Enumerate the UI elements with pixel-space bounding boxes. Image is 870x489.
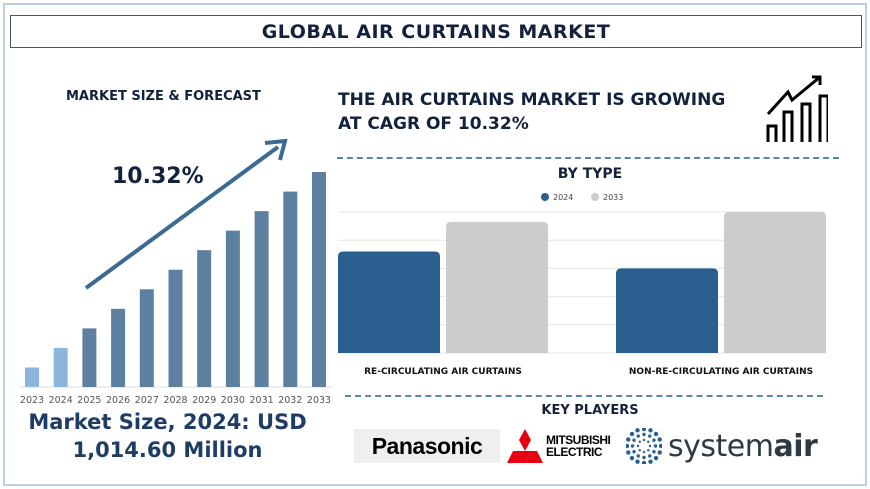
tick-label-2023: 2023	[20, 395, 44, 406]
dot	[642, 438, 646, 442]
dot	[648, 444, 652, 448]
dot	[653, 431, 659, 437]
dot	[657, 450, 662, 455]
bar-2031	[254, 211, 269, 387]
legend-label-2024: 2024	[553, 193, 573, 202]
by-type-chart: 2024 2033 RE-CIRCULATING AIR CURTAINS NON-R…	[338, 193, 826, 377]
market-size-line1: Market Size, 2024: USD	[28, 410, 307, 434]
mitsubishi-diamonds-icon	[507, 429, 543, 463]
divider-bottom	[345, 395, 823, 397]
bar-2032	[283, 191, 298, 387]
dot	[632, 438, 636, 442]
headline: THE AIR CURTAINS MARKET IS GROWING AT CA…	[338, 88, 725, 136]
category-label-1: NON-RE-CIRCULATING AIR CURTAINS	[629, 367, 813, 377]
dot	[652, 450, 656, 454]
dot	[636, 444, 640, 448]
bar-2024-1	[616, 268, 718, 353]
bar-2029	[197, 250, 212, 387]
dot	[642, 455, 646, 460]
market-forecast-chart: 2023 2024 2025 2026 2027 2028 2029 2030 2031 2032…	[20, 138, 333, 406]
dot	[638, 449, 641, 452]
dot	[648, 428, 653, 433]
dot	[652, 438, 656, 442]
bar-2026	[111, 308, 126, 387]
divider-top	[337, 157, 839, 159]
systemair-dots-icon	[626, 428, 662, 464]
dot	[630, 444, 635, 448]
dot	[641, 428, 647, 432]
dot	[648, 459, 653, 464]
dot	[648, 434, 652, 438]
headline-line2: AT CAGR OF 10.32%	[338, 114, 529, 134]
dot	[642, 450, 646, 454]
dot	[648, 454, 652, 458]
systemair-logo: systemair	[626, 428, 818, 464]
market-size-heading: MARKET SIZE & FORECAST	[66, 89, 261, 104]
mitsubishi-line1: MITSUBISHI	[546, 433, 611, 447]
dot	[638, 440, 641, 443]
bar-2027	[139, 289, 154, 387]
tick-label-2028: 2028	[163, 395, 187, 406]
bar-2028	[168, 269, 183, 387]
tick-label-2033: 2033	[307, 395, 331, 406]
tick-label-2025: 2025	[77, 395, 101, 406]
dot	[632, 450, 636, 454]
dot	[626, 443, 630, 449]
page-title: GLOBAL AIR CURTAINS MARKET	[10, 15, 862, 48]
outer-frame	[3, 3, 867, 486]
bar-2025	[82, 328, 97, 387]
dot	[626, 450, 631, 455]
market-size-line2: 1,014.60 Million	[72, 438, 263, 462]
dot	[636, 434, 640, 438]
systemair-text-1: system	[668, 428, 774, 464]
tick-label-2026: 2026	[106, 395, 130, 406]
category-label-0: RE-CIRCULATING AIR CURTAINS	[364, 367, 522, 377]
growth-chart-icon	[766, 75, 828, 142]
dot	[647, 440, 650, 443]
bar-2023	[25, 367, 39, 387]
tick-label-2032: 2032	[278, 395, 302, 406]
dot	[636, 454, 640, 458]
dot	[653, 444, 658, 448]
headline-line1: THE AIR CURTAINS MARKET IS GROWING	[338, 90, 726, 110]
tick-label-2031: 2031	[250, 395, 274, 406]
legend-label-2033: 2033	[603, 193, 623, 202]
key-players-heading: KEY PLAYERS	[541, 403, 639, 418]
dot	[658, 443, 662, 449]
tick-label-2024: 2024	[49, 395, 73, 406]
dot	[653, 455, 659, 461]
tick-label-2030: 2030	[221, 395, 245, 406]
dot	[626, 437, 631, 442]
tick-label-2029: 2029	[192, 395, 216, 406]
bar-2033-1	[724, 212, 826, 353]
dot	[641, 460, 647, 464]
bar-2033-0	[446, 221, 548, 353]
dot	[657, 437, 662, 442]
dot	[635, 459, 640, 464]
bar-2024	[53, 347, 68, 387]
bar-2033	[312, 172, 326, 387]
dot	[629, 455, 635, 461]
panasonic-logo-text: Panasonic	[371, 432, 483, 459]
systemair-text-2: air	[773, 428, 818, 464]
dot	[629, 431, 635, 437]
legend-marker-2033	[591, 193, 599, 201]
bar-2024-0	[338, 251, 440, 353]
cagr-label: 10.32%	[112, 164, 204, 189]
legend-marker-2024	[541, 193, 549, 201]
dot	[642, 432, 646, 437]
tick-label-2027: 2027	[135, 395, 159, 406]
dot	[635, 428, 640, 433]
mitsubishi-line2: ELECTRIC	[546, 445, 603, 459]
market-size-text: Market Size, 2024: USD 1,014.60 Million	[0, 408, 335, 464]
dot	[647, 449, 650, 452]
panasonic-logo: Panasonic	[354, 429, 500, 463]
by-type-title: BY TYPE	[557, 166, 623, 182]
trend-arrow-head	[264, 138, 288, 161]
trend-arrow-line	[84, 145, 280, 290]
mitsubishi-electric-logo: MITSUBISHI ELECTRIC	[507, 428, 611, 464]
bar-2030	[225, 230, 240, 387]
